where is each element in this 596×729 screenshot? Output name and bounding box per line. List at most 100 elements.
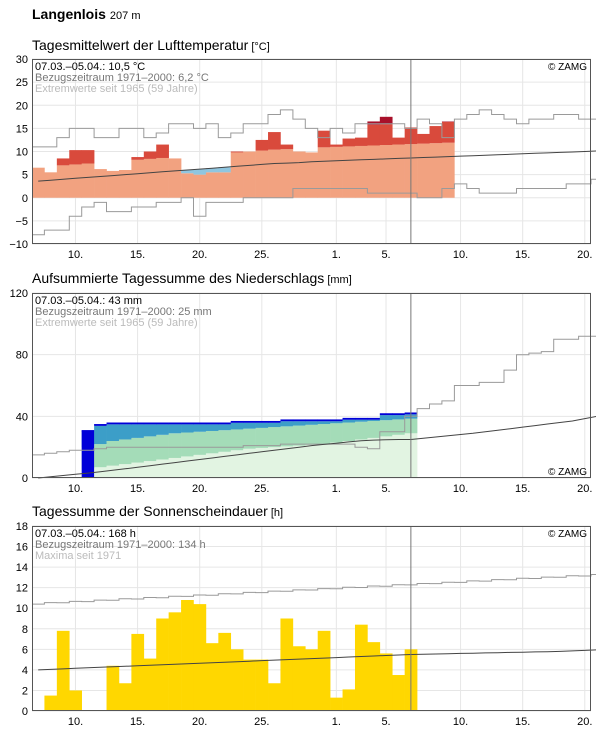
x-tick-label: 15. [130, 249, 145, 261]
precipitation-chart: 120 80 40 0 10. 15. 20. 25. 1. 5. 10. 15. 20. 07.03.–… [10, 288, 596, 495]
precipitation-bar [143, 424, 157, 437]
x-tick-label: 10. [68, 483, 83, 495]
precipitation-bar [317, 419, 331, 422]
precipitation-bar [379, 413, 393, 416]
precipitation-bar [317, 444, 331, 478]
precipitation-bar [118, 464, 132, 478]
temperature-bar [292, 151, 306, 198]
x-tick-label: 25. [254, 249, 269, 261]
info-reference-value: Bezugszeitraum 1971–2000: 134 h [35, 539, 206, 551]
y-tick-label: 2 [22, 685, 28, 697]
station-header: Langenlois 207 m [32, 6, 140, 22]
temperature-bar [429, 143, 443, 198]
precipitation-bar [131, 437, 145, 463]
info-extremes-note: Extremwerte seit 1965 (59 Jahre) [35, 317, 198, 329]
y-tick-label: 0 [22, 193, 28, 205]
x-tick-label: 15. [130, 483, 145, 495]
sunshine-bar [379, 653, 393, 711]
precipitation-bar [143, 461, 157, 478]
precipitation-bar [305, 444, 319, 478]
plot-border [32, 526, 591, 711]
temperature-bar-below-normal [193, 169, 207, 175]
x-tick-label: 20. [192, 483, 207, 495]
precipitation-bar [168, 433, 182, 458]
precipitation-bar [168, 457, 182, 478]
x-tick-label: 15. [515, 249, 530, 261]
climate-normal-line [38, 150, 596, 182]
precipitation-bar [354, 439, 368, 478]
station-altitude: 207 m [109, 10, 141, 22]
temperature-bar [317, 147, 331, 198]
precipitation-bar [131, 424, 145, 438]
temperature-bar [205, 172, 219, 198]
sunshine-bar [131, 633, 145, 711]
precipitation-bar [305, 424, 319, 445]
precipitation-bar [268, 422, 281, 428]
precipitation-bar [367, 419, 381, 421]
precipitation-bar [230, 450, 244, 478]
sunshine-bar [255, 659, 269, 711]
precipitation-bar [106, 422, 120, 425]
precipitation-bar [118, 439, 132, 465]
precipitation-bar [268, 447, 281, 478]
temperature-bar-anomaly [367, 124, 381, 146]
info-period-value: 07.03.–05.04.: 168 h [35, 528, 136, 540]
temperature-bar-anomaly [330, 144, 343, 147]
precipitation-bar [218, 430, 232, 452]
temperature-bar [193, 174, 207, 198]
y-tick-label: 120 [10, 288, 28, 300]
precipitation-bar [317, 421, 331, 425]
sunshine-bar [342, 689, 356, 711]
temperature-bar [392, 144, 405, 198]
y-tick-label: 8 [22, 624, 28, 636]
y-tick-label: 80 [16, 350, 28, 362]
precipitation-bar [94, 425, 107, 445]
info-reference-value: Bezugszeitraum 1971–2000: 6,2 °C [35, 72, 209, 84]
x-tick-label: 1. [332, 716, 341, 728]
sunshine-bar [69, 690, 82, 711]
precipitation-bar [379, 420, 393, 437]
zamg-credit: © ZAMG [548, 529, 587, 540]
temperature-bar-anomaly [342, 138, 356, 147]
y-tick-label: 6 [22, 644, 28, 656]
sunshine-unit: [h] [270, 507, 284, 519]
temperature-bar-below-normal [205, 168, 219, 173]
temperature-bar [168, 158, 182, 198]
temperature-bar [243, 151, 256, 198]
x-tick-label: 10. [453, 249, 468, 261]
precipitation-bar [330, 421, 343, 424]
temperature-bar [305, 152, 319, 198]
precipitation-bar [280, 426, 294, 447]
sunshine-bar [268, 683, 281, 711]
precipitation-bar [143, 436, 157, 462]
temperature-bar-anomaly [441, 121, 455, 143]
y-tick-label: 20 [16, 100, 28, 112]
precipitation-bar [118, 424, 132, 440]
precipitation-bar [181, 424, 194, 433]
precipitation-bar [268, 420, 281, 423]
precipitation-bar [193, 431, 207, 455]
zamg-credit: © ZAMG [548, 62, 587, 73]
precipitation-bar [354, 417, 368, 420]
temperature-bar-anomaly [268, 132, 281, 150]
sunshine-bar [118, 683, 132, 711]
temperature-bar-anomaly [429, 126, 443, 144]
precipitation-bar [392, 434, 405, 478]
precipitation-bar [354, 419, 368, 422]
temperature-bar [56, 165, 70, 198]
sunshine-bar [280, 618, 294, 711]
temperature-bar-anomaly [317, 130, 331, 148]
precipitation-bar [367, 437, 381, 478]
precipitation-bar [230, 420, 244, 423]
temperature-bar [69, 164, 82, 198]
precipitation-bar [305, 419, 319, 422]
sunshine-bar [44, 695, 58, 711]
x-tick-label: 5. [381, 483, 390, 495]
precipitation-bar [268, 427, 281, 448]
precipitation-unit: [mm] [327, 274, 352, 286]
sunshine-bar [305, 649, 319, 711]
precipitation-bar [280, 421, 294, 427]
precipitation-bar [392, 419, 405, 435]
